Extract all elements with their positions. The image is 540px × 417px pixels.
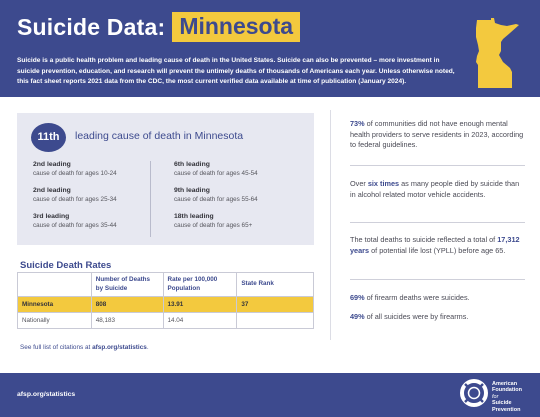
age-rank-item: 18th leading cause of death for ages 65+ xyxy=(174,213,294,229)
row-label: Nationally xyxy=(17,312,92,329)
stat-highlight: 73% xyxy=(350,119,365,128)
stat-text: of all suicides were by firearms. xyxy=(364,312,469,321)
rates-title: Suicide Death Rates xyxy=(20,260,112,271)
rank-label: 9th leading xyxy=(174,187,210,194)
citation-link[interactable]: afsp.org/statistics xyxy=(92,344,147,351)
age-rank-item: 2nd leading cause of death for ages 10-2… xyxy=(33,161,153,177)
rate-cell: 13.91 xyxy=(162,296,238,313)
rank-label: 18th leading xyxy=(174,213,214,220)
stat-highlight: 49% xyxy=(350,312,365,321)
stat-highlight: 17,312 years xyxy=(350,235,520,255)
stat-motor-vehicle: Over six times as many people died by su… xyxy=(350,179,525,200)
row-label: Minnesota xyxy=(17,296,92,313)
stat-text: Over xyxy=(350,179,368,188)
citation-note: See full list of citations at afsp.org/s… xyxy=(20,344,149,351)
title-prefix: Suicide Data: xyxy=(17,13,166,40)
rate-cell: 14.04 xyxy=(162,312,238,329)
age-rank-item: 2nd leading cause of death for ages 25-3… xyxy=(33,187,153,203)
age-rank-item: 9th leading cause of death for ages 55-6… xyxy=(174,187,294,203)
table-header-row: Number of Deaths by Suicide Rate per 100… xyxy=(17,272,314,297)
age-label: cause of death for ages 10-24 xyxy=(33,170,117,177)
column-header: Number of Deaths by Suicide xyxy=(90,272,164,297)
logo-line: for xyxy=(492,393,499,400)
stat-firearm-deaths: 69% of firearm deaths were suicides. xyxy=(350,293,525,304)
stat-suicides-firearms: 49% of all suicides were by firearms. xyxy=(350,312,525,323)
stat-text: of firearm deaths were suicides. xyxy=(364,293,470,302)
state-rank-cell: 37 xyxy=(236,296,314,313)
stat-divider xyxy=(350,222,525,223)
age-rank-grid: 2nd leading cause of death for ages 10-2… xyxy=(33,161,303,239)
state-name: Minnesota xyxy=(172,12,301,42)
logo-line: Foundation xyxy=(492,387,522,394)
minnesota-map-icon xyxy=(476,18,519,88)
age-label: cause of death for ages 25-34 xyxy=(33,196,117,203)
header-banner: Suicide Data: Minnesota Suicide is a pub… xyxy=(0,0,540,97)
table-row: Nationally 48,183 14.04 xyxy=(17,312,314,329)
death-rates-table: Number of Deaths by Suicide Rate per 100… xyxy=(17,272,314,329)
age-rank-item: 3rd leading cause of death for ages 35-4… xyxy=(33,213,153,229)
stat-text: of communities did not have enough menta… xyxy=(350,119,524,149)
deaths-cell: 48,183 xyxy=(90,312,164,329)
table-row: Minnesota 808 13.91 37 xyxy=(17,296,314,313)
logo-line: Prevention xyxy=(492,406,521,413)
stat-divider xyxy=(350,165,525,166)
intro-text: Suicide is a public health problem and l… xyxy=(17,57,455,86)
lifebuoy-icon xyxy=(460,379,488,407)
rank-divider xyxy=(150,161,151,237)
stat-mental-health-providers: 73% of communities did not have enough m… xyxy=(350,119,525,151)
page-title: Suicide Data: Minnesota xyxy=(17,12,301,42)
column-header xyxy=(17,272,92,297)
age-rank-item: 6th leading cause of death for ages 45-5… xyxy=(174,161,294,177)
logo-line: Suicide xyxy=(492,400,512,407)
stat-text: The total deaths to suicide reflected a … xyxy=(350,235,498,244)
age-label: cause of death for ages 45-54 xyxy=(174,170,258,177)
rank-label: 2nd leading xyxy=(33,161,71,168)
column-header: State Rank xyxy=(236,272,314,297)
afsp-logo-text: American Foundation for Suicide Preventi… xyxy=(492,381,538,413)
rank-label: 2nd leading xyxy=(33,187,71,194)
stat-text: as many people died by suicide than in a… xyxy=(350,179,520,199)
overall-rank-badge: 11th xyxy=(31,123,66,152)
footer-url-link[interactable]: afsp.org/statistics xyxy=(17,391,76,398)
stat-ypll: The total deaths to suicide reflected a … xyxy=(350,235,525,256)
age-label: cause of death for ages 55-64 xyxy=(174,196,258,203)
logo-line: American xyxy=(492,381,518,387)
stat-highlight: 69% xyxy=(350,293,365,302)
stat-text: of potential life lost (YPLL) before age… xyxy=(369,245,506,255)
deaths-cell: 808 xyxy=(90,296,164,313)
stat-divider xyxy=(350,279,525,280)
citation-prefix: See full list of citations at xyxy=(20,344,93,351)
rank-label: 3rd leading xyxy=(33,213,70,220)
cause-of-death-rank-panel: 11th leading cause of death in Minnesota… xyxy=(17,113,314,245)
citation-suffix: . xyxy=(146,344,149,351)
column-header: Rate per 100,000 Population xyxy=(162,272,238,297)
overall-rank-text: leading cause of death in Minnesota xyxy=(75,130,244,142)
age-label: cause of death for ages 35-44 xyxy=(33,222,117,229)
state-rank-cell xyxy=(236,312,314,329)
stat-highlight: six times xyxy=(367,179,400,188)
age-label: cause of death for ages 65+ xyxy=(174,222,253,229)
footer-bar: afsp.org/statistics American Foundation … xyxy=(0,373,540,417)
rank-label: 6th leading xyxy=(174,161,210,168)
column-divider xyxy=(330,110,331,340)
